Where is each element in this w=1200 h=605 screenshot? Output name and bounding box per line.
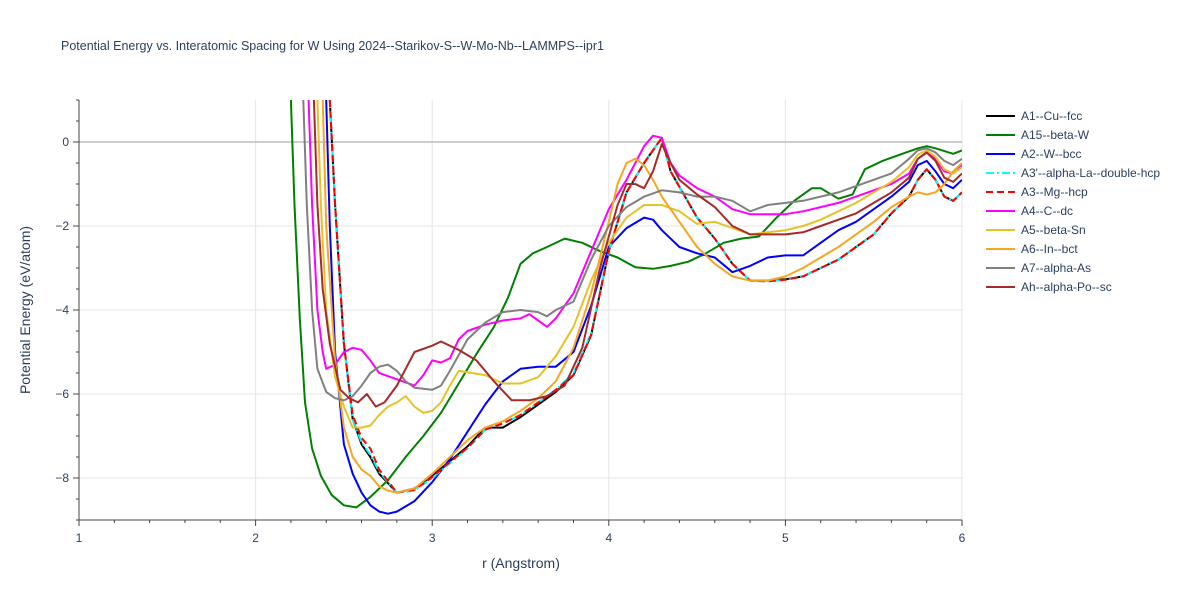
x-tick-label: 3 — [429, 531, 436, 545]
series-line-9[interactable] — [312, 100, 962, 408]
x-tick-label: 4 — [605, 531, 612, 545]
legend-label: A3--Mg--hcp — [1021, 185, 1088, 199]
legend-label: A2--W--bcc — [1021, 147, 1081, 161]
x-tick-label: 5 — [782, 531, 789, 545]
legend-item[interactable]: A4--C--dc — [986, 204, 1073, 218]
x-tick-label: 6 — [959, 531, 966, 545]
legend-item[interactable]: A5--beta-Sn — [986, 223, 1086, 237]
legend-item[interactable]: A1--Cu--fcc — [986, 109, 1082, 123]
y-tick-label: −6 — [55, 387, 69, 401]
legend-label: A1--Cu--fcc — [1021, 109, 1082, 123]
y-tick-label: −2 — [55, 219, 69, 233]
chart-title: Potential Energy vs. Interatomic Spacing… — [61, 39, 604, 53]
legend-label: A7--alpha-As — [1021, 261, 1091, 275]
legend-label: A3'--alpha-La--double-hcp — [1021, 166, 1160, 180]
legend-label: A15--beta-W — [1021, 128, 1090, 142]
legend-label: A5--beta-Sn — [1021, 223, 1086, 237]
legend[interactable]: A1--Cu--fcc A15--beta-W A2--W--bcc A3'--alp… — [986, 109, 1160, 294]
legend-item[interactable]: A3'--alpha-La--double-hcp — [986, 166, 1160, 180]
legend-item[interactable]: A15--beta-W — [986, 128, 1090, 142]
legend-item[interactable]: Ah--alpha-Po--sc — [986, 280, 1112, 294]
legend-item[interactable]: A6--In--bct — [986, 242, 1078, 256]
series-line-6[interactable] — [316, 100, 962, 429]
axes-layer: 1 2 3 4 5 6 0 −2 −4 −6 −8 — [55, 99, 966, 545]
series-line-4[interactable] — [328, 100, 962, 494]
series-line-8[interactable] — [302, 100, 962, 402]
x-axis-title: r (Angstrom) — [482, 555, 560, 571]
legend-label: Ah--alpha-Po--sc — [1021, 280, 1112, 294]
x-tick-label: 1 — [76, 531, 83, 545]
legend-item[interactable]: A7--alpha-As — [986, 261, 1091, 275]
plot-area — [289, 100, 962, 515]
series-line-5[interactable] — [307, 100, 962, 387]
y-tick-label: 0 — [62, 135, 69, 149]
grid-layer — [79, 100, 963, 520]
legend-label: A4--C--dc — [1021, 204, 1073, 218]
legend-label: A6--In--bct — [1021, 242, 1078, 256]
x-tick-label: 2 — [252, 531, 259, 545]
series-line-2[interactable] — [325, 100, 962, 515]
y-axis-title: Potential Energy (eV/atom) — [17, 226, 33, 394]
legend-item[interactable]: A2--W--bcc — [986, 147, 1081, 161]
legend-item[interactable]: A3--Mg--hcp — [986, 185, 1088, 199]
series-line-7[interactable] — [321, 100, 962, 494]
y-tick-label: −4 — [55, 303, 69, 317]
y-tick-label: −8 — [55, 471, 69, 485]
